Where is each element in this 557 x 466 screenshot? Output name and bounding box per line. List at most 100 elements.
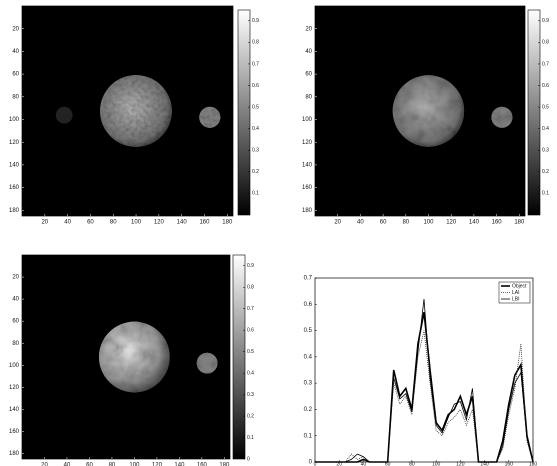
y-tick-label: 160 bbox=[302, 185, 313, 191]
colorbar bbox=[238, 10, 250, 215]
colorbar-tick-label: 0.1 bbox=[252, 191, 259, 197]
y-tick-label: 120 bbox=[9, 385, 20, 391]
y-tick-label: 20 bbox=[12, 275, 19, 281]
colorbar-tick-label: 0.9 bbox=[542, 18, 549, 24]
x-tick-label: 120 bbox=[152, 463, 163, 466]
colorbar-tick-label: 0.4 bbox=[252, 126, 259, 132]
x-tick-label: 140 bbox=[177, 220, 188, 226]
y-tick-label: 0.6 bbox=[304, 302, 313, 308]
colorbar-tick-label: 0.8 bbox=[542, 40, 549, 46]
x-tick-label: 100 bbox=[131, 220, 142, 226]
x-tick-label: 20 bbox=[41, 463, 48, 466]
colorbar-tick-label: 0.5 bbox=[247, 349, 254, 355]
y-tick-label: 80 bbox=[305, 94, 312, 100]
moon bbox=[197, 353, 218, 374]
figure: 20 40 60 80 100 120 140 160 180 20 40 60 80 100 120 140… bbox=[0, 0, 557, 466]
y-tick-label: 60 bbox=[12, 319, 19, 325]
colorbar-tick-label: 0.7 bbox=[247, 306, 254, 312]
colorbar-tick-label: 0.5 bbox=[542, 104, 549, 110]
x-tick-label: 100 bbox=[129, 463, 140, 466]
colorbar-tick-label: 0.3 bbox=[542, 148, 549, 154]
colorbar-tick-label: 0.1 bbox=[542, 191, 549, 197]
earth bbox=[100, 75, 172, 147]
colorbar-tick-label: 0.7 bbox=[252, 61, 259, 67]
y-tick-label: 100 bbox=[302, 117, 313, 123]
y-tick-label: 180 bbox=[302, 208, 313, 214]
x-tick-label: 20 bbox=[41, 220, 48, 226]
x-tick-label: 180 bbox=[529, 461, 538, 466]
x-tick-label: 60 bbox=[380, 220, 387, 226]
colorbar-tick-label: 0.7 bbox=[542, 61, 549, 67]
colorbar-tick-label: 0.8 bbox=[252, 40, 259, 46]
x-tick-label: 40 bbox=[64, 463, 71, 466]
x-tick-label: 100 bbox=[432, 461, 441, 466]
x-tick-label: 160 bbox=[505, 461, 514, 466]
y-tick-label: 40 bbox=[12, 49, 19, 55]
x-tick-label: 120 bbox=[446, 220, 457, 226]
x-tick-label: 40 bbox=[361, 461, 367, 466]
x-tick-label: 40 bbox=[357, 220, 364, 226]
colorbar bbox=[233, 255, 245, 459]
y-tick-label: 20 bbox=[305, 26, 312, 32]
y-tick-label: 160 bbox=[9, 185, 20, 191]
colorbar bbox=[528, 10, 540, 215]
y-tick-label: 120 bbox=[9, 140, 20, 146]
y-tick-label: 80 bbox=[12, 341, 19, 347]
x-tick-label: 60 bbox=[86, 463, 93, 466]
y-tick-label: 0.2 bbox=[304, 407, 313, 413]
x-tick-label: 180 bbox=[219, 463, 230, 466]
y-tick-label: 60 bbox=[12, 72, 19, 78]
colorbar-tick-label: 0 bbox=[247, 456, 250, 462]
colorbar-tick-label: 0.9 bbox=[247, 263, 254, 269]
legend-label: LBI bbox=[512, 296, 520, 302]
y-tick-label: 140 bbox=[9, 162, 20, 168]
x-tick-label: 140 bbox=[174, 463, 185, 466]
y-tick-label: 180 bbox=[9, 208, 20, 214]
x-tick-label: 180 bbox=[222, 220, 233, 226]
axes-frame bbox=[315, 278, 533, 462]
y-tick-label: 0.5 bbox=[304, 328, 313, 334]
x-tick-label: 100 bbox=[424, 220, 435, 226]
y-tick-label: 100 bbox=[9, 363, 20, 369]
x-tick-label: 120 bbox=[456, 461, 465, 466]
legend-label: Object bbox=[512, 283, 527, 289]
earth bbox=[99, 322, 170, 393]
y-tick-label: 80 bbox=[12, 94, 19, 100]
colorbar-tick-label: 0.1 bbox=[247, 435, 254, 441]
y-tick-label: 40 bbox=[305, 49, 312, 55]
y-tick-label: 20 bbox=[12, 26, 19, 32]
y-tick-label: 120 bbox=[302, 140, 313, 146]
x-tick-label: 80 bbox=[109, 463, 116, 466]
y-tick-label: 180 bbox=[9, 451, 20, 457]
series-line bbox=[315, 299, 533, 462]
x-tick-label: 120 bbox=[154, 220, 165, 226]
x-tick-label: 160 bbox=[197, 463, 208, 466]
x-tick-label: 160 bbox=[199, 220, 210, 226]
earth bbox=[393, 75, 464, 146]
x-tick-label: 80 bbox=[409, 461, 415, 466]
x-tick-label: 180 bbox=[514, 220, 525, 226]
moon bbox=[491, 107, 512, 128]
x-tick-label: 140 bbox=[469, 220, 480, 226]
colorbar-tick-label: 0.6 bbox=[542, 83, 549, 89]
colorbar-tick-label: 0.5 bbox=[252, 104, 259, 110]
colorbar-tick-label: 0.4 bbox=[247, 370, 254, 376]
y-tick-label: 0.7 bbox=[304, 276, 313, 282]
y-tick-label: 140 bbox=[302, 162, 313, 168]
moon bbox=[199, 107, 220, 128]
colorbar-tick-label: 0.3 bbox=[252, 148, 259, 154]
y-tick-label: 0.3 bbox=[304, 381, 313, 387]
colorbar-tick-label: 0.6 bbox=[247, 327, 254, 333]
series-line bbox=[315, 331, 533, 462]
colorbar-tick-label: 0.6 bbox=[252, 83, 259, 89]
moon-ghost bbox=[56, 107, 73, 124]
x-tick-label: 80 bbox=[402, 220, 409, 226]
x-tick-label: 60 bbox=[87, 220, 94, 226]
colorbar-tick-label: 0.4 bbox=[542, 126, 549, 132]
legend-label: LAI bbox=[512, 290, 520, 296]
x-tick-label: 20 bbox=[334, 220, 341, 226]
series-line bbox=[315, 312, 533, 462]
y-tick-label: 60 bbox=[305, 72, 312, 78]
y-tick-label: 0.4 bbox=[304, 354, 313, 360]
y-tick-label: 140 bbox=[9, 407, 20, 413]
